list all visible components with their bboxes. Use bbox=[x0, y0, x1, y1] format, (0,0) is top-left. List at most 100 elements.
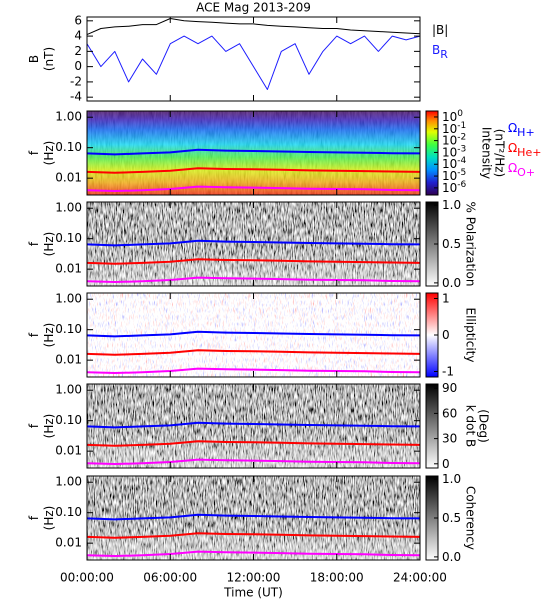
colorbar-tick-label: 60 bbox=[442, 406, 457, 420]
series-line bbox=[86, 239, 421, 247]
legend-subscript: R bbox=[440, 48, 448, 61]
colorbar-tick-text: 0.5 bbox=[442, 511, 461, 525]
y-tick-label: 0.10 bbox=[55, 505, 82, 519]
colorbar-tick-text: 90 bbox=[442, 381, 457, 395]
y-tick-label: 0.10 bbox=[55, 322, 82, 336]
colorbar-label: Coherency bbox=[464, 486, 478, 550]
legend-subscript: H+ bbox=[517, 126, 535, 139]
colorbar-tick-exponent: -1 bbox=[457, 120, 466, 130]
colorbar-tick-label: -1 bbox=[442, 364, 454, 378]
y-axis-label: (Hz) bbox=[42, 141, 56, 166]
y-tick-label: -4 bbox=[70, 90, 82, 104]
y-tick-label: 0.10 bbox=[55, 413, 82, 427]
legend-name: Ω bbox=[508, 121, 517, 135]
y-tick-label: 1.00 bbox=[55, 110, 82, 124]
colorbar-tick-label: 10-2 bbox=[442, 132, 466, 147]
legend-entry: |B| bbox=[432, 23, 448, 37]
y-axis-label: B bbox=[27, 55, 41, 63]
colorbar-tick-label: 10-6 bbox=[442, 179, 467, 194]
series-line bbox=[86, 458, 421, 465]
colorbar-label: % Polarization bbox=[464, 202, 478, 287]
y-tick-label: 1.00 bbox=[55, 201, 82, 215]
colorbar-tick-exponent: -2 bbox=[457, 132, 466, 142]
y-tick-label: 0.10 bbox=[55, 231, 82, 245]
colorbar-tick-exponent: -5 bbox=[457, 168, 466, 178]
series-line bbox=[86, 35, 421, 90]
y-tick-label: 1.00 bbox=[55, 475, 82, 489]
colorbar-tick-label: 10-5 bbox=[442, 168, 466, 183]
colorbar-tick-label: 100 bbox=[442, 108, 463, 123]
colorbar-tick-label: 10-4 bbox=[442, 156, 467, 171]
legend-entry: BR bbox=[432, 43, 448, 62]
chart-title: ACE Mag 2013-209 bbox=[196, 1, 311, 15]
colorbar-tick-text: 10 bbox=[442, 133, 457, 147]
legend-name: Ω bbox=[508, 141, 517, 155]
series-line bbox=[86, 513, 421, 521]
y-axis-label: (nT) bbox=[42, 47, 56, 71]
series-line bbox=[86, 349, 421, 356]
colorbar bbox=[425, 110, 439, 196]
y-axis-label: f bbox=[27, 241, 41, 246]
legend-entry: ΩH+ bbox=[508, 121, 535, 140]
colorbar-tick-text: 60 bbox=[442, 406, 457, 420]
y-tick-label: 0.01 bbox=[55, 171, 82, 185]
colorbar-tick-text: 10 bbox=[442, 121, 457, 135]
y-tick-label: 0.01 bbox=[55, 262, 82, 276]
colorbar-tick-label: 0.5 bbox=[442, 511, 461, 525]
colorbar-tick-text: 10 bbox=[442, 169, 457, 183]
y-axis-label: (Hz) bbox=[42, 414, 56, 439]
colorbar-label: (nT²/Hz) bbox=[493, 129, 507, 177]
x-tick-label: 18:00:00 bbox=[310, 571, 364, 585]
series-line bbox=[86, 148, 421, 156]
series-line bbox=[86, 167, 421, 174]
y-tick-label: 0 bbox=[74, 59, 82, 73]
y-tick-label: 2 bbox=[74, 44, 82, 58]
series-line bbox=[86, 258, 421, 265]
x-tick-label: 12:00:00 bbox=[227, 571, 281, 585]
colorbar-tick-label: 1.0 bbox=[442, 472, 461, 486]
x-axis-label: Time (UT) bbox=[223, 586, 283, 600]
colorbar-tick-label: 0.0 bbox=[442, 549, 461, 563]
y-tick-label: 4 bbox=[74, 29, 82, 43]
y-tick-label: -2 bbox=[70, 74, 82, 88]
y-tick-label: 0.10 bbox=[55, 140, 82, 154]
colorbar-tick-label: 1 bbox=[442, 291, 450, 305]
colorbar-tick-text: 0 bbox=[442, 456, 450, 470]
colorbar-label: Ellipticity bbox=[464, 308, 478, 363]
colorbar-tick-text: -1 bbox=[442, 364, 454, 378]
legend-name: |B| bbox=[432, 23, 448, 37]
colorbar bbox=[425, 383, 439, 469]
plot-frame bbox=[86, 16, 421, 102]
legend-name: Ω bbox=[508, 161, 517, 175]
colorbar-label: (Deg) bbox=[477, 409, 491, 443]
y-axis-label: (Hz) bbox=[42, 232, 56, 257]
colorbar-tick-text: 0.5 bbox=[442, 237, 461, 251]
y-axis-label: (Hz) bbox=[42, 506, 56, 531]
y-tick-label: 0.01 bbox=[55, 353, 82, 367]
colorbar-tick-label: 10-1 bbox=[442, 120, 466, 135]
y-tick-label: 6 bbox=[74, 13, 82, 27]
legend-name: B bbox=[432, 43, 440, 57]
colorbar-tick-label: 1.0 bbox=[442, 198, 461, 212]
colorbar-tick-exponent: 0 bbox=[457, 108, 463, 118]
series-line bbox=[86, 440, 421, 447]
colorbar-tick-text: 1.0 bbox=[442, 198, 461, 212]
y-tick-label: 0.01 bbox=[55, 444, 82, 458]
colorbar-label: k dot B bbox=[464, 405, 478, 447]
series-line bbox=[86, 18, 421, 36]
y-tick-label: 0.01 bbox=[55, 536, 82, 550]
colorbar-tick-text: 0.0 bbox=[442, 275, 461, 289]
colorbar-tick-exponent: -3 bbox=[457, 144, 466, 154]
series-line bbox=[86, 276, 421, 283]
colorbar-tick-text: 1 bbox=[442, 291, 450, 305]
series-line bbox=[86, 367, 421, 374]
colorbar-tick-label: 0 bbox=[442, 328, 450, 342]
colorbar-tick-label: 0.0 bbox=[442, 275, 461, 289]
colorbar-tick-exponent: -4 bbox=[457, 156, 466, 166]
colorbar-tick-label: 90 bbox=[442, 381, 457, 395]
colorbar-tick-text: 10 bbox=[442, 180, 457, 194]
x-tick-label: 24:00:00 bbox=[393, 571, 447, 585]
series-line bbox=[86, 421, 421, 429]
